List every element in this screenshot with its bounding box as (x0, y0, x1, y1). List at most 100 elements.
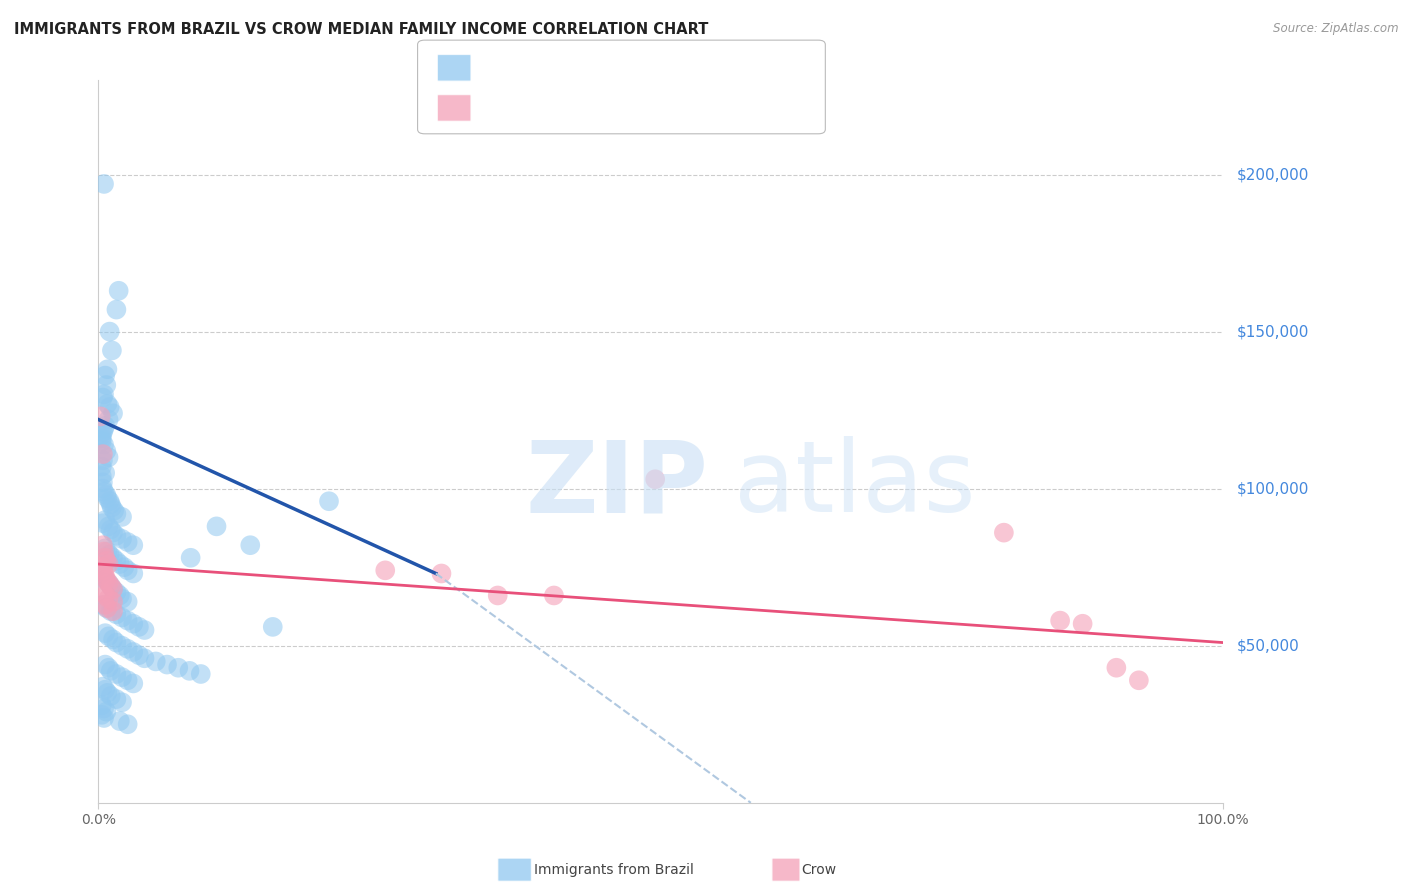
Point (134, 651, 156, 665)
Point (93, 177, 115, 191)
Text: IMMIGRANTS FROM BRAZIL VS CROW MEDIAN FAMILY INCOME CORRELATION CHART: IMMIGRANTS FROM BRAZIL VS CROW MEDIAN FA… (14, 22, 709, 37)
Point (644, 472, 666, 486)
Point (91, 391, 114, 405)
Point (96, 544, 118, 558)
Point (96, 378, 118, 392)
Point (94, 541, 117, 556)
Point (97, 519, 120, 533)
Point (91, 425, 114, 439)
Point (100, 579, 122, 593)
Point (94, 598, 117, 612)
Point (105, 554, 128, 568)
Point (93, 387, 115, 401)
Point (93, 422, 115, 436)
Point (91, 585, 114, 599)
Point (117, 673, 139, 688)
Point (94, 569, 117, 583)
Point (101, 500, 124, 515)
Point (122, 538, 145, 552)
Point (105, 607, 128, 622)
Point (111, 670, 134, 684)
Text: $200,000: $200,000 (1237, 167, 1309, 182)
Point (96, 362, 118, 376)
Point (94, 418, 117, 433)
Point (101, 595, 124, 609)
Text: $150,000: $150,000 (1237, 324, 1309, 339)
Point (122, 616, 145, 631)
Point (90, 469, 112, 483)
Point (97, 450, 120, 465)
Point (134, 623, 156, 637)
Text: Immigrants from Brazil: Immigrants from Brazil (534, 863, 695, 877)
Point (94, 573, 117, 587)
Point (101, 343, 124, 358)
Point (96, 601, 118, 615)
Point (103, 503, 125, 517)
Point (97, 575, 120, 590)
Point (111, 532, 134, 546)
Point (91, 516, 114, 531)
Point (117, 563, 139, 577)
Point (117, 717, 139, 731)
Point (101, 582, 124, 597)
Point (1105, 661, 1128, 675)
Point (145, 655, 167, 669)
Point (96, 601, 118, 615)
Point (100, 604, 122, 618)
Point (96, 488, 118, 502)
Point (180, 550, 202, 565)
Text: $50,000: $50,000 (1237, 639, 1301, 653)
Point (91, 453, 114, 467)
Point (93, 566, 115, 581)
Point (128, 648, 150, 662)
Point (105, 302, 128, 317)
Point (100, 523, 122, 537)
Point (91, 563, 114, 577)
Point (97, 557, 120, 571)
Point (94, 589, 117, 603)
Point (105, 507, 128, 521)
Text: atlas: atlas (734, 436, 976, 533)
Point (90, 434, 112, 449)
Point (486, 589, 509, 603)
Point (98, 494, 121, 508)
Point (97, 412, 120, 426)
Point (101, 582, 124, 597)
Point (111, 510, 134, 524)
Point (97, 575, 120, 590)
Point (111, 591, 134, 606)
Point (101, 632, 124, 647)
Point (93, 711, 115, 725)
Point (122, 566, 145, 581)
Point (97, 629, 120, 643)
Point (100, 497, 122, 511)
Point (96, 705, 118, 719)
Point (90, 560, 112, 574)
Point (117, 535, 139, 549)
Point (122, 645, 145, 659)
Point (117, 641, 139, 656)
Point (205, 519, 228, 533)
Point (91, 482, 114, 496)
Point (90, 431, 112, 445)
Point (96, 686, 118, 700)
Text: R = -0.399   N = 115: R = -0.399 N = 115 (484, 61, 636, 75)
Point (91, 569, 114, 583)
Point (1071, 616, 1094, 631)
Point (90, 409, 112, 424)
Point (97, 661, 120, 675)
Point (94, 657, 117, 672)
Point (101, 406, 124, 420)
Point (1128, 673, 1150, 688)
Point (96, 554, 118, 568)
Point (94, 513, 117, 527)
Point (94, 466, 117, 480)
Point (91, 538, 114, 552)
Point (94, 550, 117, 565)
Point (105, 692, 128, 706)
Point (90, 707, 112, 722)
Point (94, 368, 117, 383)
Point (543, 589, 565, 603)
Point (117, 614, 139, 628)
Point (112, 560, 135, 574)
